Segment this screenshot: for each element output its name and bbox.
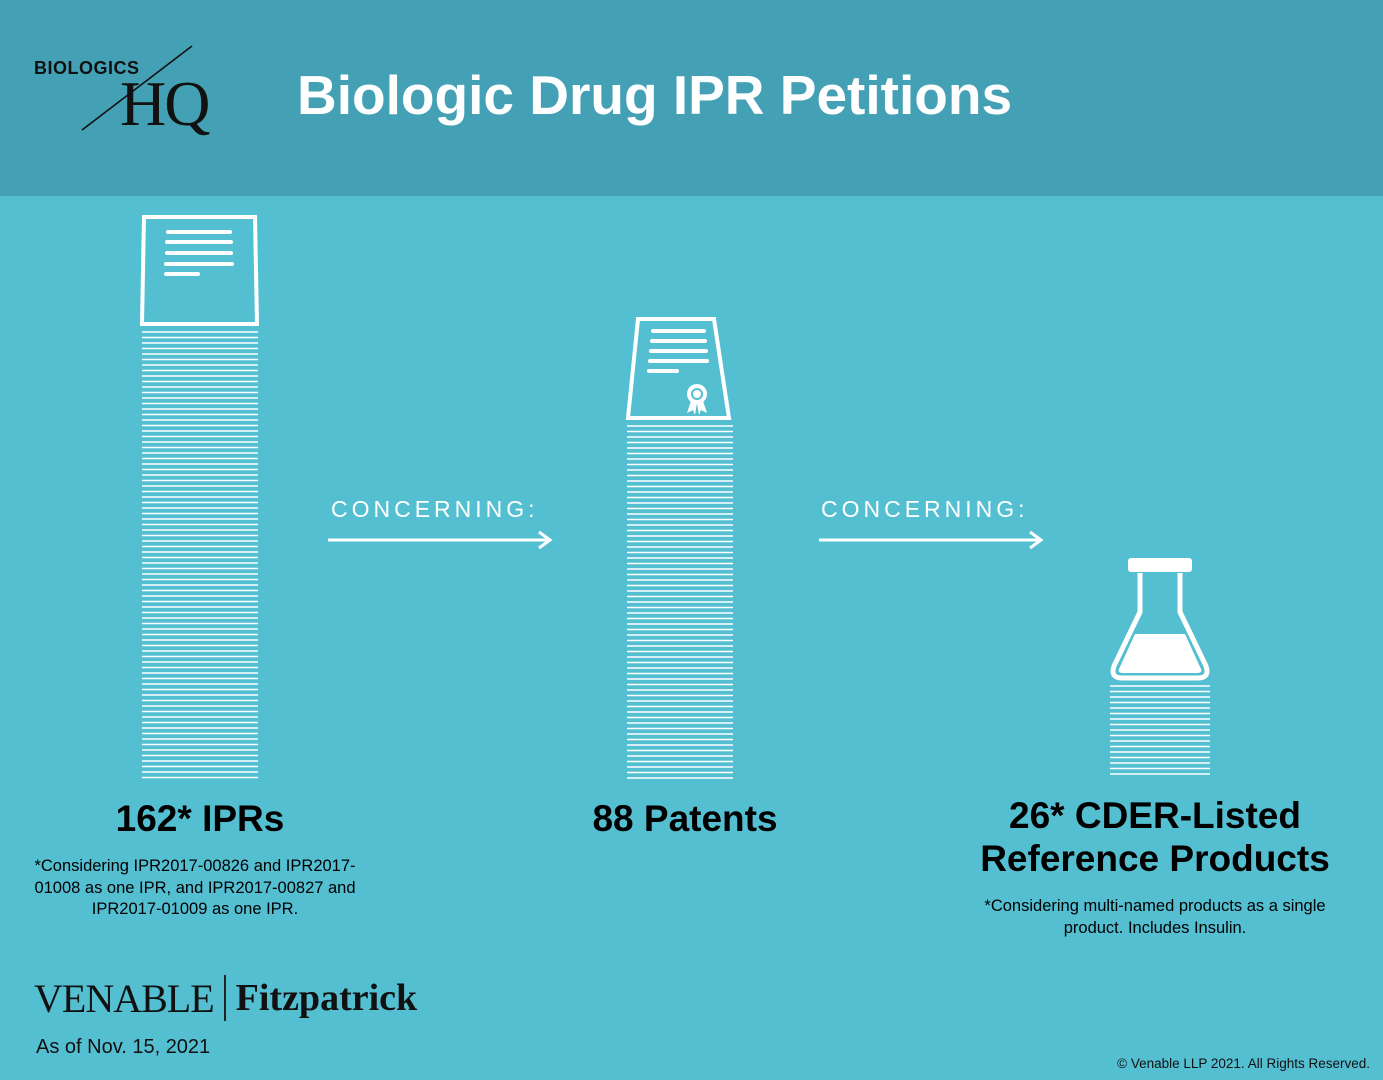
reference-products-footnote: *Considering multi-named products as a s… xyxy=(984,897,1326,937)
biologics-hq-logo: BIOLOGICS HQ xyxy=(30,40,250,160)
right-arrow-icon xyxy=(328,530,553,550)
firm-name-fitzpatrick: Fitzpatrick xyxy=(235,977,418,1019)
page-title: Biologic Drug IPR Petitions xyxy=(297,64,1013,126)
flask-icon xyxy=(1110,558,1210,775)
logo-slash xyxy=(81,45,193,131)
header-banner: BIOLOGICS HQ Biologic Drug IPR Petitions xyxy=(0,0,1383,196)
connector-label-2: CONCERNING: xyxy=(821,496,1029,522)
reference-product-stack xyxy=(1108,556,1212,782)
right-arrow-icon xyxy=(819,530,1044,550)
copyright-notice: © Venable LLP 2021. All Rights Reserved. xyxy=(1117,1056,1370,1071)
connector-label-1: CONCERNING: xyxy=(331,496,539,522)
logo-divider xyxy=(223,975,226,1021)
reference-products-label-line2: Reference Products xyxy=(980,838,1330,879)
logo-hq-text: HQ xyxy=(120,68,210,139)
patent-count-label: 88 Patents xyxy=(592,798,778,839)
venable-fitzpatrick-logo: VENABLE Fitzpatrick xyxy=(34,972,417,1024)
reference-products-label: 26* CDER-Listed Reference Products xyxy=(955,794,1355,880)
reference-products-label-line1: 26* CDER-Listed xyxy=(1009,795,1301,836)
ipr-count-label: 162* IPRs xyxy=(115,798,285,839)
as-of-date: As of Nov. 15, 2021 xyxy=(36,1036,211,1058)
logo-biologics-text: BIOLOGICS xyxy=(34,58,140,78)
ipr-document-stack xyxy=(140,214,260,784)
certificate-document-icon xyxy=(625,317,733,779)
patent-document-stack xyxy=(625,316,735,782)
ipr-footnote: *Considering IPR2017-00826 and IPR2017-0… xyxy=(34,857,356,918)
document-icon xyxy=(140,215,260,779)
seal-icon xyxy=(687,384,707,415)
firm-name-venable: VENABLE xyxy=(34,975,215,1021)
